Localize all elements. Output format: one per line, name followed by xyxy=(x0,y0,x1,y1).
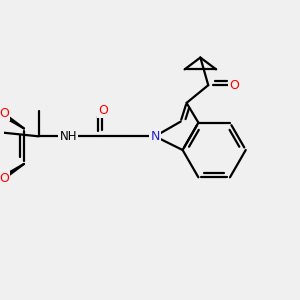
Text: O: O xyxy=(0,107,9,120)
Text: N: N xyxy=(150,130,160,143)
Text: NH: NH xyxy=(59,130,77,143)
Text: O: O xyxy=(98,104,108,117)
Text: O: O xyxy=(0,172,9,185)
Text: O: O xyxy=(229,79,239,92)
